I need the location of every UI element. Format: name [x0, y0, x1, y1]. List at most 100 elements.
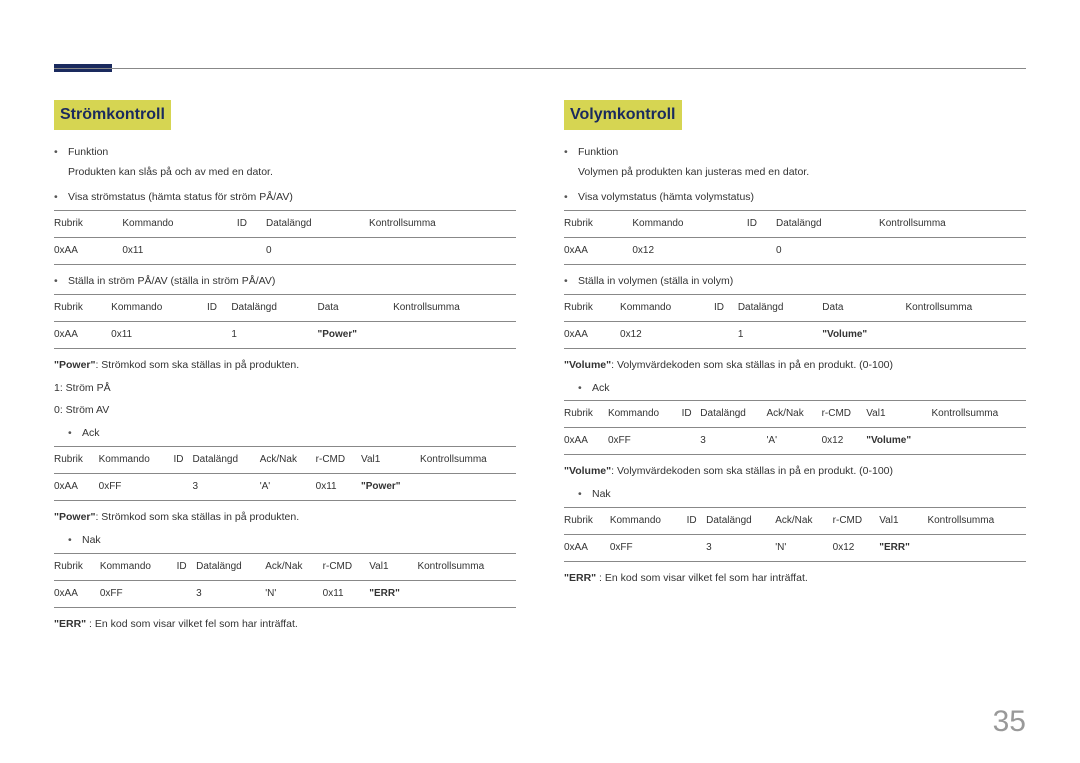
th: Kommando	[111, 294, 207, 321]
th: Kommando	[610, 507, 687, 534]
left-power-note: "Power": Strömkod som ska ställas in på …	[54, 357, 516, 374]
td	[177, 580, 197, 607]
th: Datalängd	[231, 294, 317, 321]
td: 0x11	[122, 237, 237, 264]
td: "Power"	[317, 321, 393, 348]
td	[237, 237, 266, 264]
td: 'A'	[767, 428, 822, 455]
th: Datalängd	[706, 507, 775, 534]
th: Kommando	[100, 553, 177, 580]
td	[687, 534, 707, 561]
th: Datalängd	[738, 294, 822, 321]
td: 0x11	[323, 580, 370, 607]
td: 0xAA	[564, 237, 632, 264]
th: Rubrik	[564, 294, 620, 321]
th: ID	[237, 210, 266, 237]
th: r-CMD	[833, 507, 880, 534]
th: ID	[682, 401, 701, 428]
td: 0xAA	[54, 237, 122, 264]
right-title: Volymkontroll	[564, 100, 682, 130]
th: Datalängd	[196, 553, 265, 580]
td: "ERR"	[369, 580, 417, 607]
td: 0xFF	[99, 473, 174, 500]
left-column: Strömkontroll Funktion Produkten kan slå…	[54, 100, 516, 638]
right-view-label: Visa volymstatus (hämta volymstatus)	[578, 189, 1026, 206]
right-func-label: Funktion	[578, 144, 1026, 161]
td: 0xAA	[54, 473, 99, 500]
td: "Power"	[361, 473, 420, 500]
th: Kontrollsumma	[927, 507, 1026, 534]
right-vol-note2: "Volume": Volymvärdekoden som ska ställa…	[564, 463, 1026, 480]
th: Kontrollsumma	[879, 210, 1026, 237]
right-ack-label: Ack	[592, 380, 1026, 397]
td	[714, 321, 738, 348]
td: 'N'	[265, 580, 322, 607]
th: Rubrik	[564, 401, 608, 428]
right-table-set: Rubrik Kommando ID Datalängd Data Kontro…	[564, 294, 1026, 349]
th: Kommando	[122, 210, 237, 237]
th: Datalängd	[776, 210, 879, 237]
th: r-CMD	[316, 446, 361, 473]
td: 0xAA	[54, 580, 100, 607]
left-table-nak: Rubrik Kommando ID Datalängd Ack/Nak r-C…	[54, 553, 516, 608]
th: Data	[317, 294, 393, 321]
th: Kontrollsumma	[420, 446, 516, 473]
td: 0x12	[632, 237, 747, 264]
th: Val1	[866, 401, 931, 428]
th: Kommando	[632, 210, 747, 237]
th: Rubrik	[564, 507, 610, 534]
left-err-note: "ERR" : En kod som visar vilket fel som …	[54, 616, 516, 633]
th: Rubrik	[564, 210, 632, 237]
td	[906, 321, 1027, 348]
th: ID	[173, 446, 192, 473]
td: 0xFF	[608, 428, 682, 455]
th: Datalängd	[700, 401, 766, 428]
td	[927, 534, 1026, 561]
th: ID	[177, 553, 197, 580]
right-table-view: Rubrik Kommando ID Datalängd Kontrollsum…	[564, 210, 1026, 265]
td: 0x12	[833, 534, 880, 561]
th: Ack/Nak	[265, 553, 322, 580]
td: 0x12	[822, 428, 867, 455]
td: 1	[231, 321, 317, 348]
th: Ack/Nak	[767, 401, 822, 428]
th: Rubrik	[54, 210, 122, 237]
td: 0xAA	[564, 428, 608, 455]
right-column: Volymkontroll Funktion Volymen på produk…	[564, 100, 1026, 638]
td: "Volume"	[822, 321, 905, 348]
td: 0x12	[620, 321, 714, 348]
left-table-view: Rubrik Kommando ID Datalängd Kontrollsum…	[54, 210, 516, 265]
td: 0x11	[111, 321, 207, 348]
left-ack-label: Ack	[82, 425, 516, 442]
th: r-CMD	[323, 553, 370, 580]
th: Val1	[369, 553, 417, 580]
left-on: 1: Ström PÅ	[54, 380, 516, 397]
left-table-ack: Rubrik Kommando ID Datalängd Ack/Nak r-C…	[54, 446, 516, 501]
td: 0xAA	[54, 321, 111, 348]
td: 3	[192, 473, 259, 500]
left-off: 0: Ström AV	[54, 402, 516, 419]
content-columns: Strömkontroll Funktion Produkten kan slå…	[54, 100, 1026, 638]
right-set-label: Ställa in volymen (ställa in volym)	[578, 273, 1026, 290]
td: 0	[776, 237, 879, 264]
th: Kommando	[608, 401, 682, 428]
th: Kontrollsumma	[417, 553, 516, 580]
th: Data	[822, 294, 905, 321]
td: 0xFF	[100, 580, 177, 607]
th: ID	[207, 294, 231, 321]
td: 'A'	[260, 473, 316, 500]
left-view-label: Visa strömstatus (hämta status för ström…	[68, 189, 516, 206]
th: Ack/Nak	[260, 446, 316, 473]
th: ID	[687, 507, 707, 534]
th: Kontrollsumma	[906, 294, 1027, 321]
td: 1	[738, 321, 822, 348]
th: Val1	[879, 507, 927, 534]
right-table-nak: Rubrik Kommando ID Datalängd Ack/Nak r-C…	[564, 507, 1026, 562]
th: r-CMD	[822, 401, 867, 428]
td	[932, 428, 1027, 455]
right-table-ack: Rubrik Kommando ID Datalängd Ack/Nak r-C…	[564, 400, 1026, 455]
th: Datalängd	[266, 210, 369, 237]
page-number: 35	[993, 705, 1026, 739]
th: Val1	[361, 446, 420, 473]
td	[420, 473, 516, 500]
